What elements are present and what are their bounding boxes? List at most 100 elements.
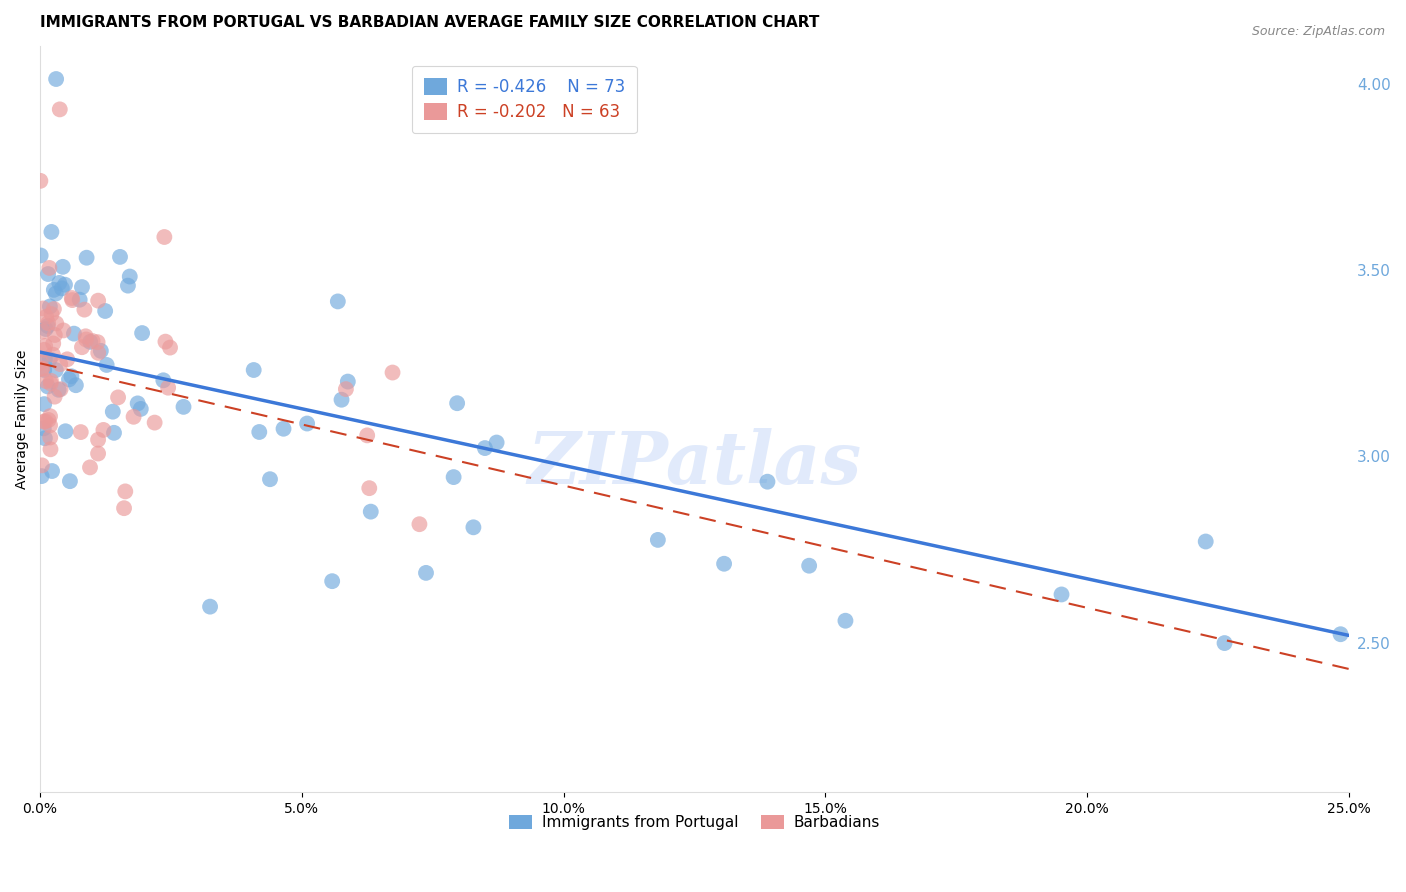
Point xyxy=(65,378,87,392)
Point xyxy=(45,72,67,87)
Point xyxy=(647,533,669,547)
Point xyxy=(55,424,77,438)
Point xyxy=(42,301,65,316)
Point xyxy=(30,174,52,188)
Point xyxy=(52,323,75,337)
Point xyxy=(834,614,856,628)
Point xyxy=(49,382,72,396)
Point xyxy=(30,355,52,369)
Point xyxy=(34,322,56,336)
Point xyxy=(155,334,177,349)
Point xyxy=(38,260,60,275)
Point xyxy=(44,328,66,343)
Point xyxy=(31,458,53,473)
Point xyxy=(112,501,135,516)
Point xyxy=(31,361,53,376)
Point xyxy=(485,435,508,450)
Point xyxy=(335,382,357,396)
Point xyxy=(73,302,96,317)
Point xyxy=(51,281,73,295)
Point xyxy=(198,599,221,614)
Point xyxy=(90,343,112,358)
Point xyxy=(359,481,381,495)
Point xyxy=(45,317,67,331)
Point xyxy=(756,475,779,489)
Point xyxy=(87,433,110,447)
Point xyxy=(59,474,82,488)
Point xyxy=(273,422,295,436)
Point xyxy=(60,291,83,305)
Y-axis label: Average Family Size: Average Family Size xyxy=(15,350,30,489)
Point xyxy=(79,334,101,349)
Point xyxy=(42,336,65,351)
Point xyxy=(42,348,65,362)
Point xyxy=(117,278,139,293)
Point xyxy=(34,339,56,353)
Point xyxy=(30,248,52,262)
Point xyxy=(259,472,281,486)
Point xyxy=(31,325,53,339)
Point xyxy=(108,250,131,264)
Point xyxy=(35,374,58,388)
Point xyxy=(69,293,91,307)
Point xyxy=(157,381,180,395)
Point xyxy=(87,346,110,360)
Point xyxy=(32,415,55,429)
Point xyxy=(63,326,86,341)
Point xyxy=(93,423,115,437)
Point xyxy=(37,379,59,393)
Point xyxy=(34,431,56,445)
Point xyxy=(42,283,65,297)
Point xyxy=(39,409,62,424)
Point xyxy=(70,340,93,354)
Point xyxy=(60,369,83,384)
Point xyxy=(1195,534,1218,549)
Point xyxy=(39,418,62,433)
Point xyxy=(32,421,55,435)
Point xyxy=(35,310,58,324)
Point xyxy=(101,405,124,419)
Point xyxy=(32,363,55,377)
Point xyxy=(131,326,153,340)
Point xyxy=(96,358,118,372)
Point xyxy=(39,442,62,457)
Point xyxy=(443,470,465,484)
Point xyxy=(474,441,496,455)
Point xyxy=(37,318,59,333)
Point xyxy=(143,416,166,430)
Point xyxy=(75,329,97,343)
Point xyxy=(48,276,70,290)
Point xyxy=(326,294,349,309)
Point xyxy=(103,425,125,440)
Point xyxy=(32,343,55,357)
Point xyxy=(56,352,79,367)
Point xyxy=(39,430,62,444)
Point xyxy=(381,366,404,380)
Point xyxy=(153,230,176,244)
Point xyxy=(152,373,174,387)
Point xyxy=(159,341,181,355)
Point xyxy=(1329,627,1351,641)
Point xyxy=(79,460,101,475)
Point xyxy=(127,396,149,410)
Point xyxy=(75,333,97,347)
Point xyxy=(37,267,59,281)
Point xyxy=(32,397,55,411)
Point xyxy=(330,392,353,407)
Point xyxy=(45,286,67,301)
Point xyxy=(87,446,110,460)
Point xyxy=(41,225,63,239)
Point xyxy=(31,469,53,483)
Point xyxy=(49,357,72,371)
Point xyxy=(31,361,53,376)
Point xyxy=(408,517,430,532)
Text: ZIPatlas: ZIPatlas xyxy=(527,428,862,500)
Point xyxy=(463,520,485,534)
Point xyxy=(76,251,98,265)
Point xyxy=(173,400,195,414)
Point xyxy=(53,277,76,292)
Point xyxy=(48,383,70,397)
Point xyxy=(34,414,56,428)
Point xyxy=(415,566,437,580)
Point xyxy=(49,103,72,117)
